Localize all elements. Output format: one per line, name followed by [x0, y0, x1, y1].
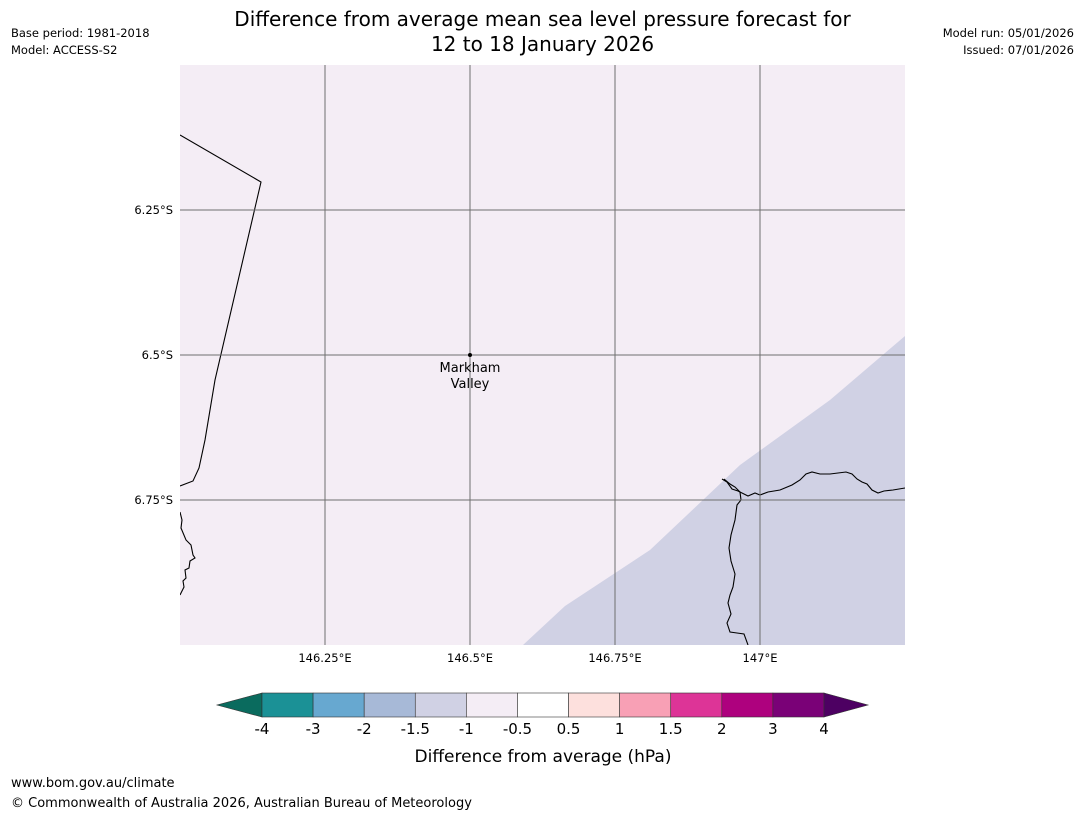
colorbar-tick-10: 3	[768, 720, 778, 738]
colorbar-segment-3	[414, 692, 467, 718]
lat-tick-label-1: 6.5°S	[142, 348, 173, 362]
colorbar-tick-2: -2	[357, 720, 372, 738]
river-coast	[723, 478, 749, 645]
coastlines	[180, 134, 905, 645]
chart-title: Difference from average mean sea level p…	[0, 7, 1085, 57]
issued-date: Issued: 07/01/2026	[963, 43, 1074, 57]
coastline-west	[180, 511, 196, 596]
lat-tick-label-2: 6.75°S	[134, 493, 173, 507]
model-run: Model run: 05/01/2026	[942, 26, 1074, 40]
colorbar-segment-10	[772, 692, 825, 718]
lon-tick-label-0: 146.25°E	[298, 651, 351, 665]
colorbar-tick-11: 4	[819, 720, 829, 738]
colorbar-segment-1	[312, 692, 365, 718]
lon-tick-label-2: 146.75°E	[588, 651, 641, 665]
border-line	[180, 134, 262, 487]
colorbar-tick-5: -0.5	[503, 720, 532, 738]
location-dot	[468, 353, 472, 357]
lon-tick-label-3: 147°E	[743, 651, 778, 665]
location-name-line-1: Markham	[440, 361, 501, 376]
colorbar-label: Difference from average (hPa)	[415, 747, 672, 767]
colorbar-tick-7: 1	[615, 720, 625, 738]
colorbar-tick-6: 0.5	[557, 720, 581, 738]
footer-url[interactable]: www.bom.gov.au/climate	[11, 776, 175, 791]
base-period: Base period: 1981-2018	[11, 26, 150, 40]
colorbar-segment-0	[261, 692, 314, 718]
colorbar-segment-9	[721, 692, 774, 718]
colorbar-under-arrow	[215, 692, 263, 718]
lat-tick-label-0: 6.25°S	[134, 203, 173, 217]
footer-copyright: © Commonwealth of Australia 2026, Austra…	[11, 796, 472, 811]
colorbar-tick-4: -1	[459, 720, 474, 738]
tick-labels: 146.25°E 146.5°E 146.75°E 147°E 6.25°S 6.5°S 6…	[134, 203, 777, 665]
colorbar-tick-3: -1.5	[401, 720, 430, 738]
title-line-2: 12 to 18 January 2026	[430, 32, 655, 56]
colorbar-tick-9: 2	[717, 720, 727, 738]
location-marker: Markham Valley	[440, 353, 501, 392]
colorbar-segment-2	[363, 692, 416, 718]
colorbar-segments	[215, 692, 870, 718]
colorbar-segment-7	[619, 692, 672, 718]
map: 146.25°E 146.5°E 146.75°E 147°E 6.25°S 6.5°S 6…	[134, 65, 905, 665]
location-name-line-2: Valley	[451, 377, 490, 392]
meta-left: Base period: 1981-2018 Model: ACCESS-S2	[11, 25, 150, 59]
meta-right: Model run: 05/01/2026 Issued: 07/01/2026	[943, 25, 1074, 59]
colorbar-tick-8: 1.5	[659, 720, 683, 738]
colorbar-segment-6	[568, 692, 620, 718]
colorbar-segment-8	[670, 692, 723, 718]
title-line-1: Difference from average mean sea level p…	[234, 7, 851, 31]
lon-tick-label-1: 146.5°E	[447, 651, 493, 665]
model-name: Model: ACCESS-S2	[11, 43, 118, 57]
negative-anomaly-region	[523, 336, 905, 645]
colorbar-tick-1: -3	[306, 720, 321, 738]
colorbar-segment-5	[517, 692, 569, 718]
coastline-east	[721, 471, 905, 497]
colorbar-segment-4	[466, 692, 518, 718]
colorbar-over-arrow	[823, 692, 870, 718]
colorbar-tick-labels: -4 -3 -2 -1.5 -1 -0.5 0.5 1 1.5 2 3 4	[255, 720, 829, 738]
colorbar-tick-0: -4	[255, 720, 270, 738]
